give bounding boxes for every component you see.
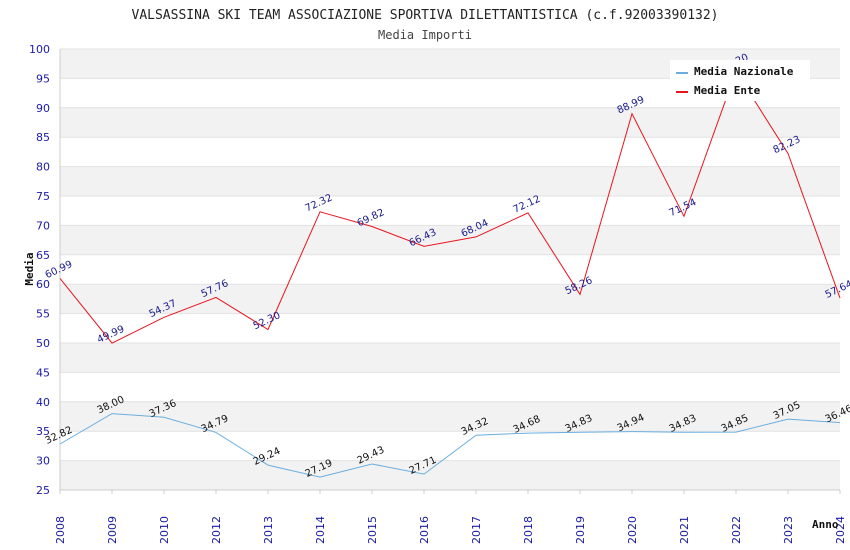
x-tick-label: 2016 [418, 516, 431, 544]
y-tick-label: 50 [36, 337, 50, 350]
grid-band [60, 225, 840, 255]
grid-band [60, 254, 840, 285]
chart-subtitle: Media Importi [378, 28, 472, 42]
y-tick-label: 85 [36, 131, 50, 144]
y-tick-label: 80 [36, 161, 50, 174]
x-tick-label: 2009 [106, 516, 119, 544]
y-axis-label: Media [23, 252, 36, 285]
y-tick-label: 95 [36, 72, 50, 85]
grid-bands [60, 48, 840, 491]
series-line-nazionale [59, 413, 841, 478]
y-tick-label: 60 [36, 278, 50, 291]
series-group [59, 70, 841, 478]
y-tick-label: 70 [36, 219, 50, 232]
y-tick-label: 65 [36, 249, 50, 262]
x-tick-label: 2015 [366, 516, 379, 544]
grid-band [60, 372, 840, 402]
x-tick-label: 2013 [262, 516, 275, 544]
y-tick-label: 55 [36, 308, 50, 321]
grid-band [60, 137, 840, 167]
legend-box [670, 60, 810, 101]
x-tick-label: 2024 [834, 516, 847, 544]
legend-label-ente: Media Ente [694, 84, 761, 97]
x-axis-label: Anno [812, 518, 839, 531]
x-tick-label: 2017 [470, 516, 483, 544]
x-tick-label: 2021 [678, 516, 691, 544]
grid-band [60, 431, 840, 461]
series-line-ente [59, 70, 841, 344]
grid-band [60, 284, 840, 314]
y-tick-label: 75 [36, 190, 50, 203]
y-tick-label: 40 [36, 396, 50, 409]
y-axis-ticks: 25 30 35 40 45 50 55 60 65 70 75 80 85 90 95 100 [29, 43, 50, 497]
grid-band [60, 107, 840, 138]
x-axis-ticks: 2008 2009 2010 2012 2013 2014 2015 2016 2017 2018… [54, 490, 847, 544]
y-tick-label: 45 [36, 366, 50, 379]
x-tick-label: 2022 [730, 516, 743, 544]
y-tick-label: 30 [36, 455, 50, 468]
grid-band [60, 460, 840, 490]
x-tick-label: 2010 [158, 516, 171, 544]
x-tick-label: 2014 [314, 516, 327, 544]
legend: Media Nazionale Media Ente [670, 60, 810, 101]
chart-title: VALSASSINA SKI TEAM ASSOCIAZIONE SPORTIV… [132, 8, 719, 23]
y-tick-label: 100 [29, 43, 50, 56]
grid-band [60, 313, 840, 343]
x-tick-label: 2008 [54, 516, 67, 544]
legend-label-nazionale: Media Nazionale [694, 65, 794, 78]
y-tick-label: 90 [36, 102, 50, 115]
grid-band [60, 196, 840, 226]
grid-band [60, 166, 840, 196]
x-tick-label: 2018 [522, 516, 535, 544]
x-tick-label: 2019 [574, 516, 587, 544]
y-tick-label: 25 [36, 484, 50, 497]
y-tick-label: 35 [36, 425, 50, 438]
x-tick-label: 2023 [782, 516, 795, 544]
x-tick-label: 2012 [210, 516, 223, 544]
grid-band [60, 401, 840, 432]
grid-band [60, 343, 840, 373]
x-tick-label: 2020 [626, 516, 639, 544]
